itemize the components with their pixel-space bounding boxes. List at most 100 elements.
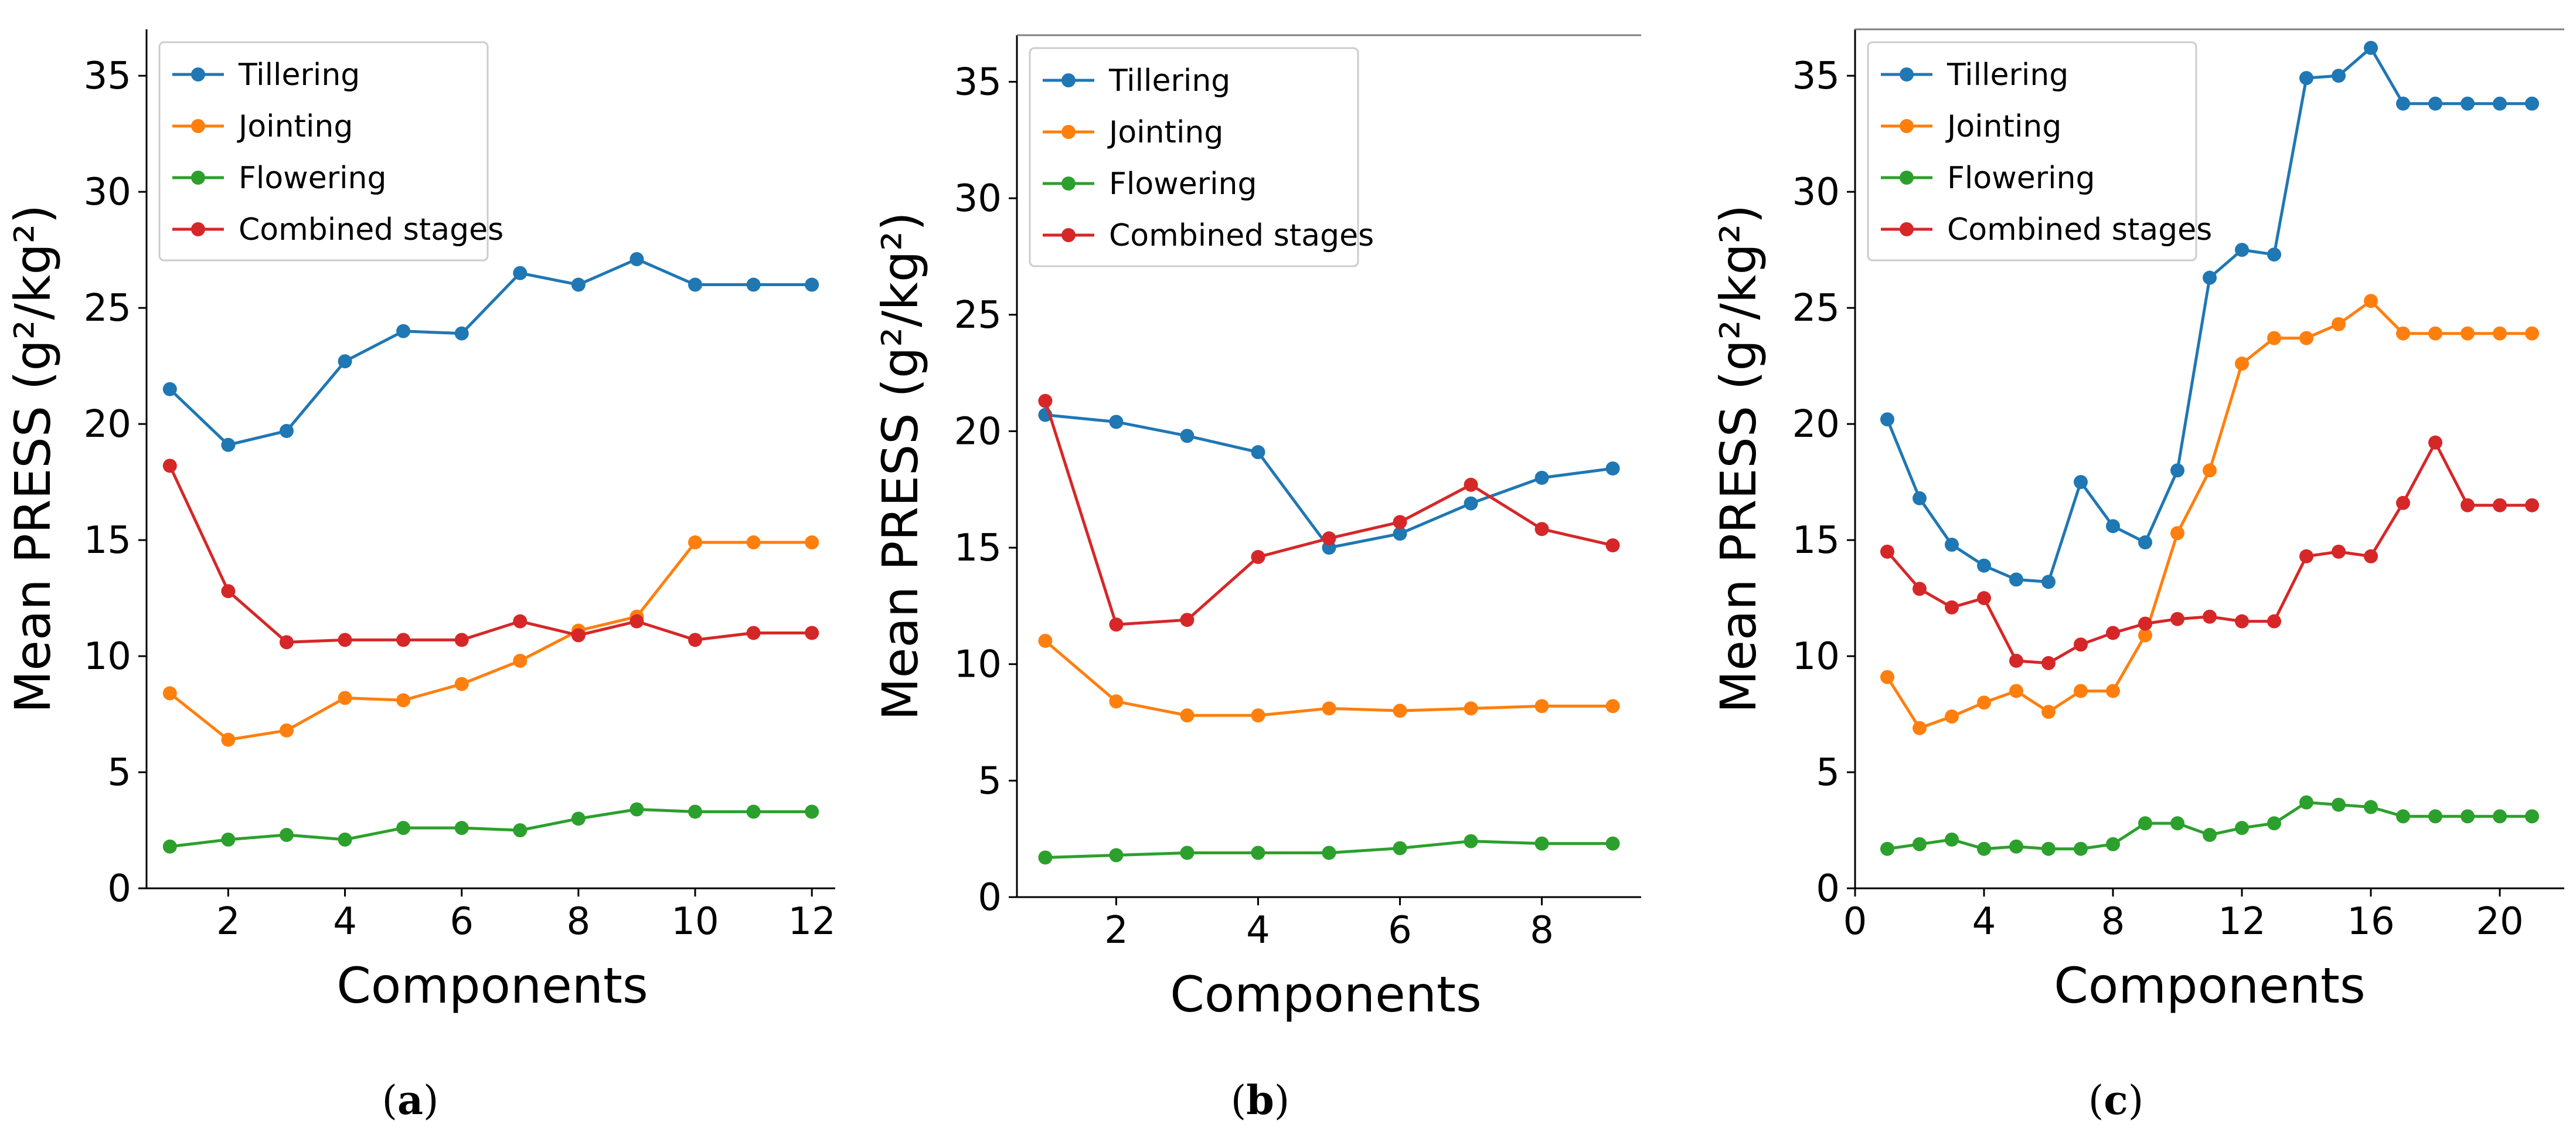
data-point-tillering <box>2299 71 2313 86</box>
data-point-jointing <box>279 723 294 738</box>
data-point-jointing <box>2396 326 2410 341</box>
data-point-tillering <box>1880 412 1894 427</box>
data-point-tillering <box>571 277 586 292</box>
data-point-flowering <box>2074 841 2088 856</box>
y-tick-label: 25 <box>954 294 1002 337</box>
data-point-combined-stages <box>2267 614 2281 629</box>
data-point-combined-stages <box>221 584 236 599</box>
y-tick-label: 20 <box>954 410 1002 453</box>
data-point-combined-stages <box>1109 617 1124 632</box>
legend-label: Combined stages <box>239 212 503 247</box>
data-point-jointing <box>2461 326 2475 341</box>
data-point-flowering <box>454 821 469 836</box>
data-point-flowering <box>2203 827 2217 842</box>
data-point-jointing <box>396 693 411 708</box>
data-point-jointing <box>513 653 528 668</box>
y-axis-title: Mean PRESS (g²/kg²) <box>1710 205 1767 713</box>
data-point-jointing <box>2203 463 2217 478</box>
data-point-combined-stages <box>1534 522 1549 537</box>
data-point-jointing <box>1464 701 1478 716</box>
y-tick-label: 30 <box>1792 171 1840 214</box>
data-point-combined-stages <box>2041 656 2056 670</box>
data-point-tillering <box>2396 96 2410 111</box>
x-tick-label: 12 <box>788 900 835 943</box>
data-point-combined-stages <box>396 633 411 647</box>
data-point-combined-stages <box>1464 477 1478 492</box>
data-point-combined-stages <box>454 633 469 647</box>
data-point-jointing <box>746 535 761 550</box>
data-point-combined-stages <box>2009 653 2023 668</box>
data-point-combined-stages <box>2396 495 2410 510</box>
data-point-flowering <box>629 802 644 817</box>
series-line-combined-stages <box>1044 400 1614 626</box>
data-point-jointing <box>1109 694 1124 709</box>
data-point-combined-stages <box>338 633 352 647</box>
x-tick-label: 6 <box>1388 909 1412 952</box>
y-tick-label: 0 <box>1816 867 1840 911</box>
data-point-tillering <box>2235 243 2249 257</box>
data-point-combined-stages <box>2428 435 2442 450</box>
data-point-flowering <box>2235 821 2249 836</box>
data-point-combined-stages <box>2170 612 2184 626</box>
x-tick-label: 6 <box>450 900 474 943</box>
legend-label: Tillering <box>1947 57 2068 93</box>
x-tick-label: 4 <box>333 900 357 943</box>
data-point-flowering <box>1880 841 1894 856</box>
series-line-tillering <box>169 257 812 447</box>
data-point-flowering <box>1534 836 1549 851</box>
legend-label: Flowering <box>239 161 386 196</box>
data-point-jointing <box>2299 331 2313 345</box>
series-line-jointing <box>169 541 812 742</box>
data-point-flowering <box>279 827 294 842</box>
x-tick-label: 8 <box>1530 909 1554 952</box>
data-point-jointing <box>1913 721 1927 735</box>
legend-label: Flowering <box>1109 167 1257 202</box>
data-point-jointing <box>1945 709 1959 724</box>
data-point-combined-stages <box>2203 609 2217 624</box>
y-tick-label: 0 <box>107 867 131 911</box>
x-axis-title: Components <box>1170 966 1481 1023</box>
data-point-jointing <box>805 535 819 550</box>
data-point-jointing <box>2525 326 2539 341</box>
data-point-flowering <box>1464 834 1478 848</box>
data-point-flowering <box>688 804 703 819</box>
data-point-jointing <box>2428 326 2442 341</box>
x-tick-label: 2 <box>1104 909 1128 952</box>
data-point-combined-stages <box>2074 637 2088 652</box>
x-tick-label: 10 <box>671 900 719 943</box>
data-point-combined-stages <box>2332 544 2346 559</box>
panel-label: (a) <box>382 1077 438 1124</box>
data-point-flowering <box>1180 846 1195 860</box>
data-point-jointing <box>2493 326 2507 341</box>
data-point-combined-stages <box>688 633 703 647</box>
legend-label: Jointing <box>1107 115 1223 150</box>
data-point-tillering <box>2009 572 2023 587</box>
data-point-flowering <box>2299 795 2313 810</box>
data-point-tillering <box>1534 470 1549 485</box>
data-point-flowering <box>1945 832 1959 847</box>
x-tick-label: 16 <box>2347 900 2394 943</box>
legend <box>158 41 489 262</box>
y-tick-label: 20 <box>1792 403 1840 446</box>
data-point-combined-stages <box>2138 616 2152 631</box>
data-point-combined-stages <box>746 626 761 640</box>
data-point-flowering <box>571 812 586 826</box>
y-tick-label: 5 <box>978 759 1002 803</box>
data-point-flowering <box>1038 850 1053 865</box>
data-point-combined-stages <box>1322 531 1336 546</box>
data-point-tillering <box>279 423 294 438</box>
data-point-combined-stages <box>1251 549 1265 564</box>
data-point-tillering <box>2203 270 2217 285</box>
legend-marker <box>1900 222 1914 236</box>
data-point-tillering <box>1180 429 1195 443</box>
data-point-tillering <box>629 252 644 266</box>
y-tick-label: 15 <box>954 527 1002 570</box>
data-point-jointing <box>2074 684 2088 698</box>
y-tick-label: 25 <box>84 287 131 330</box>
data-point-tillering <box>454 326 469 341</box>
data-point-jointing <box>162 686 177 701</box>
data-point-jointing <box>454 677 469 691</box>
data-point-tillering <box>162 382 177 396</box>
data-point-tillering <box>1109 415 1124 429</box>
data-point-combined-stages <box>2106 626 2120 640</box>
